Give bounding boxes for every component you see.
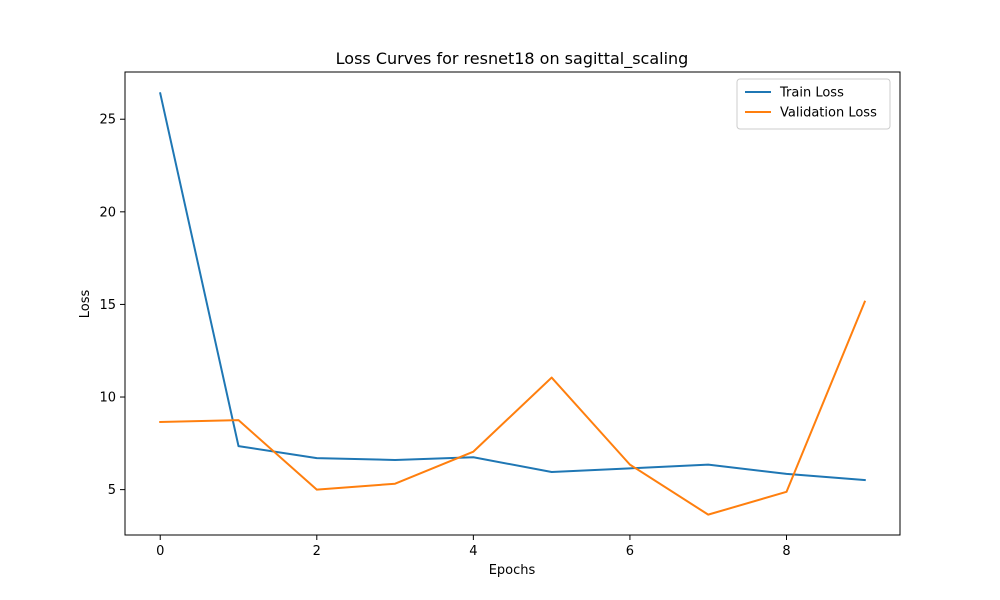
y-tick-label: 25 <box>99 113 116 128</box>
y-tick-label: 20 <box>99 205 116 220</box>
plot-area: 0 2 4 6 8 5 10 15 20 25 Train Loss Validation Loss <box>99 71 901 559</box>
chart-title: Loss Curves for resnet18 on sagittal_sca… <box>336 49 689 69</box>
x-tick-label: 6 <box>626 544 634 559</box>
x-tick-label: 0 <box>156 544 164 559</box>
plot-frame <box>124 71 901 536</box>
legend: Train Loss Validation Loss <box>736 78 891 130</box>
series-line-train-loss <box>159 92 866 482</box>
y-tick-label: 15 <box>99 298 116 313</box>
y-axis-label: Loss <box>78 290 93 319</box>
x-tick-label: 8 <box>782 544 790 559</box>
legend-label-train-loss: Train Loss <box>779 86 844 101</box>
y-tick-label: 10 <box>99 391 116 406</box>
x-axis-label: Epochs <box>489 563 536 578</box>
series-line-validation-loss <box>159 300 867 516</box>
y-tick-label: 5 <box>108 483 116 498</box>
legend-box <box>736 78 891 130</box>
x-tick-label: 2 <box>313 544 321 559</box>
legend-label-validation-loss: Validation Loss <box>780 106 877 121</box>
x-tick-label: 4 <box>469 544 477 559</box>
